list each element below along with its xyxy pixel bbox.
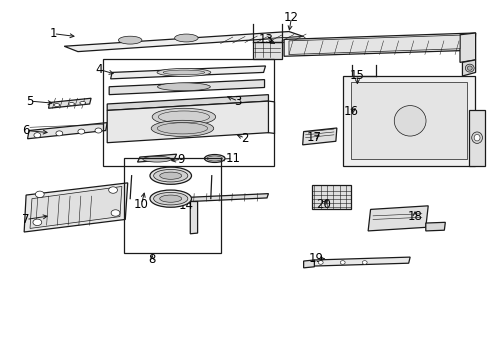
Text: 13: 13 [259,33,274,46]
Ellipse shape [151,120,214,136]
Ellipse shape [143,156,171,162]
Polygon shape [27,123,107,139]
Text: 12: 12 [284,12,299,24]
Ellipse shape [157,68,211,76]
Polygon shape [304,260,315,268]
Text: 16: 16 [344,105,359,118]
Polygon shape [289,35,460,54]
Polygon shape [350,82,467,159]
Circle shape [318,261,323,264]
Polygon shape [109,80,265,95]
Ellipse shape [150,167,192,184]
Bar [313,185,350,209]
Polygon shape [368,206,428,231]
Circle shape [33,219,42,226]
Text: 8: 8 [148,253,156,266]
Ellipse shape [154,170,188,182]
Polygon shape [107,101,269,143]
Polygon shape [107,95,269,111]
Circle shape [78,129,85,134]
Ellipse shape [158,83,210,91]
Text: 3: 3 [235,95,242,108]
Polygon shape [284,33,476,56]
Circle shape [35,191,44,198]
Polygon shape [303,128,337,145]
Polygon shape [190,194,269,202]
Text: 9: 9 [178,153,185,166]
Circle shape [111,210,120,216]
Ellipse shape [474,134,480,141]
Ellipse shape [119,36,142,44]
Ellipse shape [69,103,74,105]
Polygon shape [463,60,476,76]
Polygon shape [343,76,475,166]
Text: 5: 5 [26,95,34,108]
Polygon shape [111,66,266,79]
Polygon shape [469,110,486,166]
Polygon shape [138,154,176,162]
Ellipse shape [394,105,426,136]
Circle shape [340,261,345,264]
Circle shape [95,128,102,133]
Ellipse shape [204,154,225,162]
Bar [253,41,282,59]
Text: 15: 15 [350,69,365,82]
Ellipse shape [174,34,198,42]
Bar [103,59,274,166]
Polygon shape [30,186,122,228]
Ellipse shape [160,172,182,179]
Polygon shape [270,37,309,43]
Text: 11: 11 [225,152,240,165]
Ellipse shape [54,104,60,107]
Bar [124,158,220,253]
Text: 18: 18 [408,210,422,223]
Circle shape [34,133,41,138]
Ellipse shape [150,190,192,207]
Circle shape [362,261,367,264]
Polygon shape [49,98,91,108]
Polygon shape [426,222,445,231]
Circle shape [109,187,118,193]
Text: 10: 10 [134,198,149,211]
Ellipse shape [466,64,474,72]
Ellipse shape [80,102,86,104]
Ellipse shape [160,195,182,202]
Ellipse shape [163,70,205,75]
Polygon shape [314,257,410,266]
Text: 20: 20 [316,198,331,211]
Circle shape [56,131,63,136]
Polygon shape [190,202,197,234]
Text: 2: 2 [241,131,249,145]
Ellipse shape [472,132,483,143]
Polygon shape [24,183,128,232]
Text: 14: 14 [179,199,194,212]
Ellipse shape [154,192,188,205]
Text: 7: 7 [23,213,30,226]
Polygon shape [460,33,476,62]
Polygon shape [64,32,304,51]
Text: 4: 4 [96,63,103,76]
Ellipse shape [467,66,472,70]
Text: 17: 17 [307,131,322,144]
Ellipse shape [207,156,222,161]
Text: 6: 6 [23,124,30,137]
Ellipse shape [152,108,216,126]
Text: 19: 19 [308,252,323,265]
Text: 1: 1 [49,27,57,40]
